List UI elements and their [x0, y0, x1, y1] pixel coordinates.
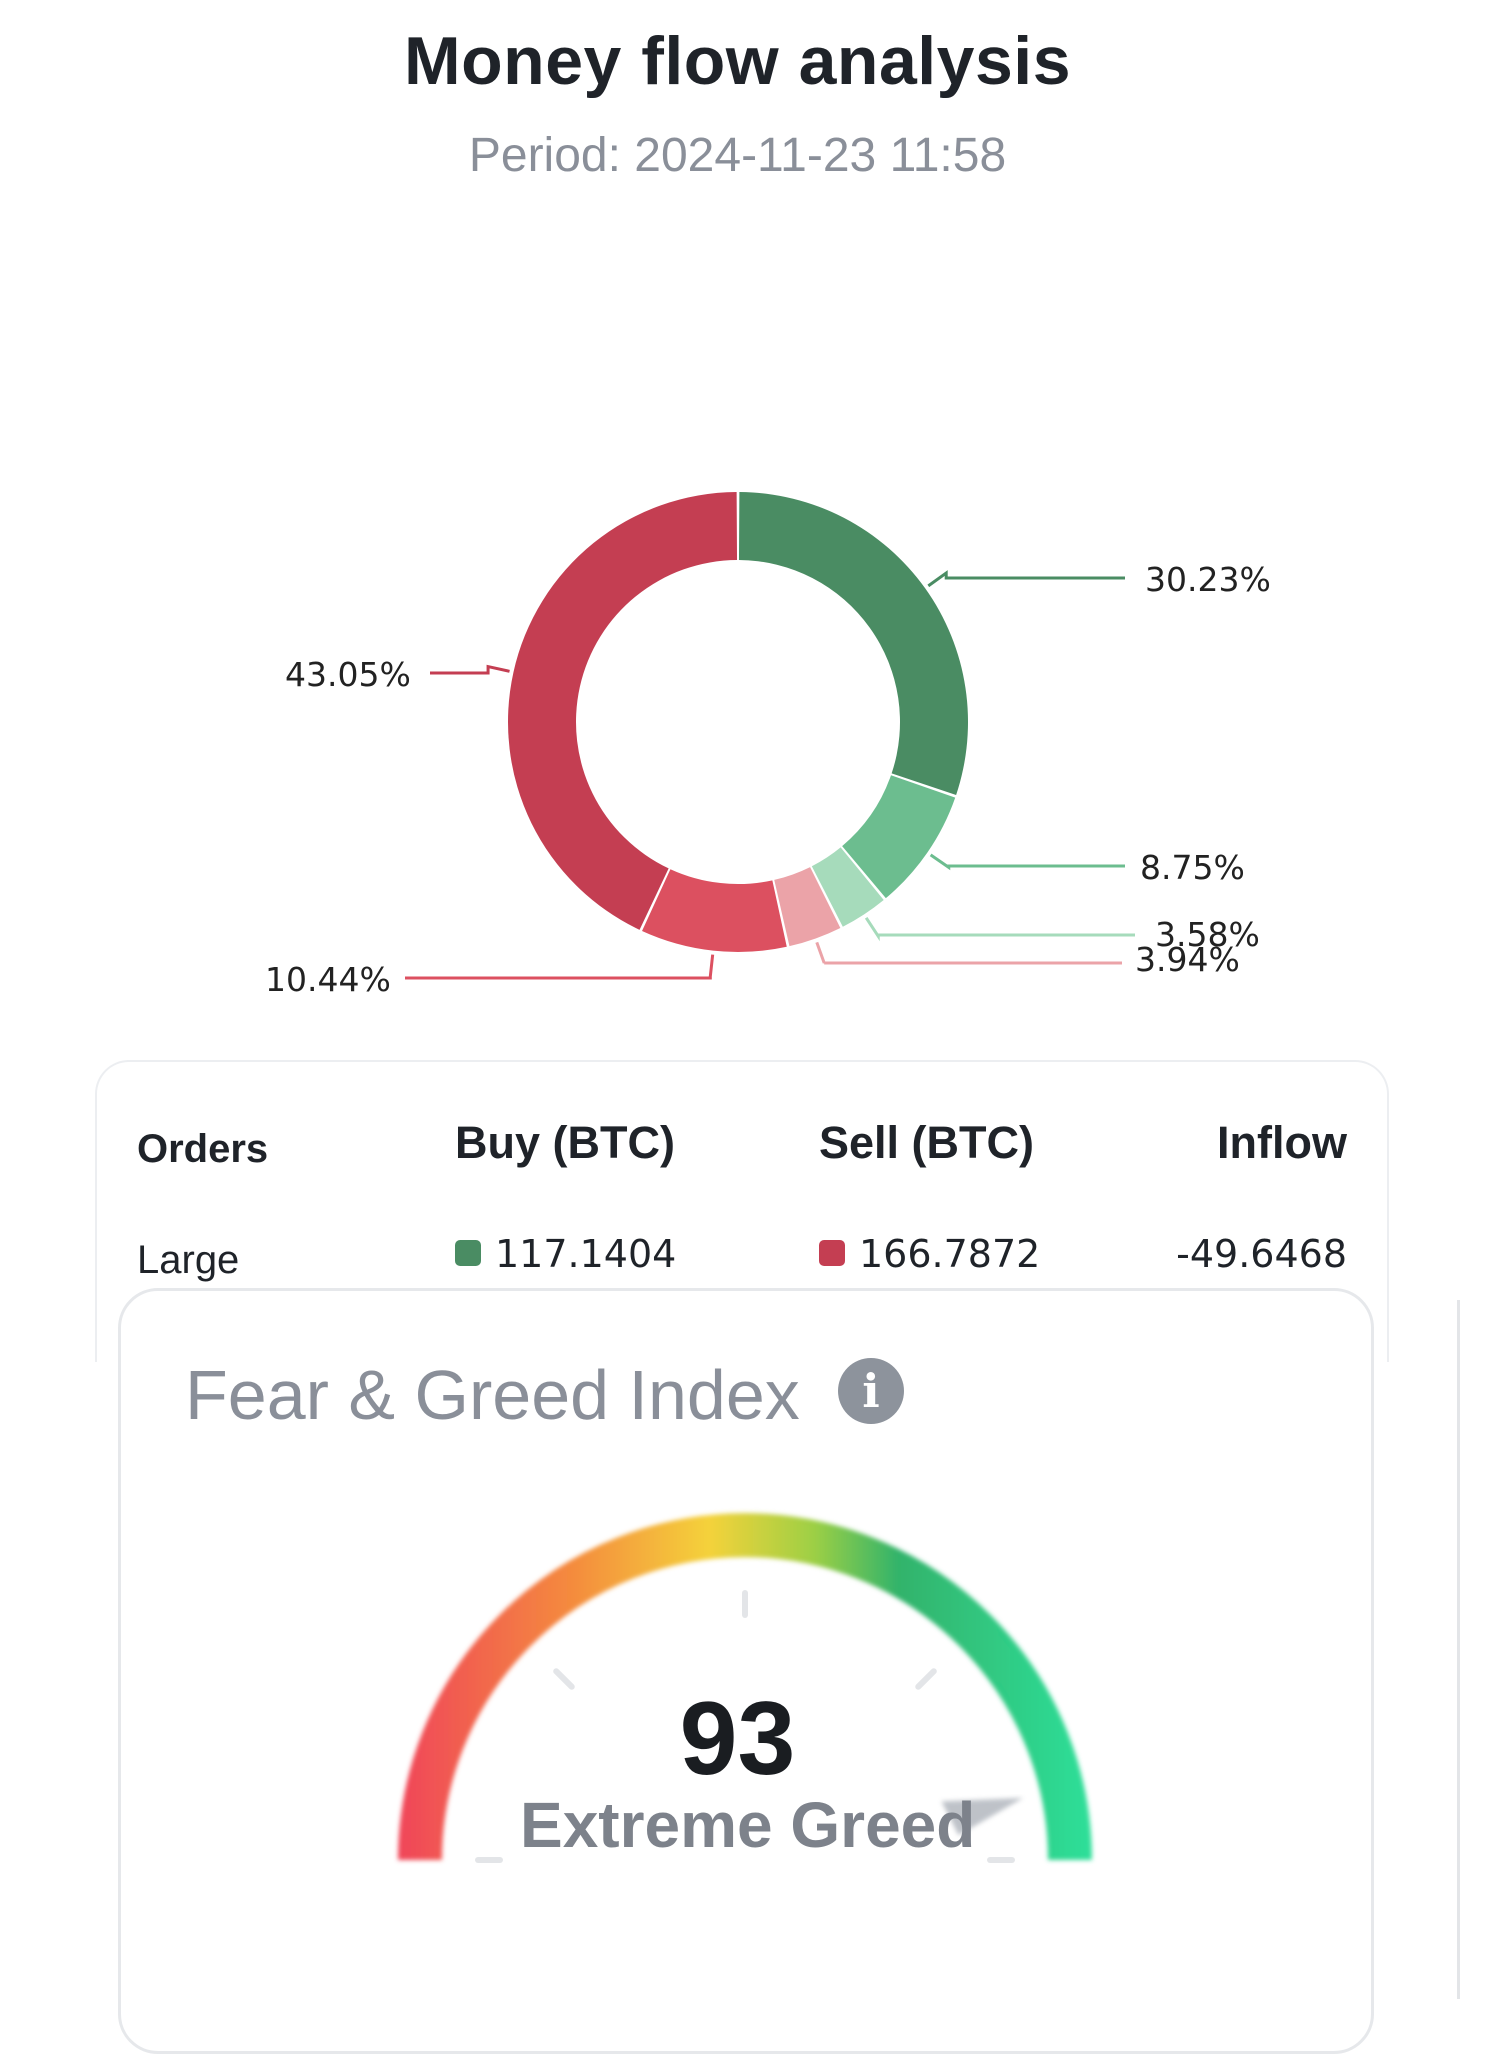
leader-line	[430, 664, 510, 675]
gauge-tick	[553, 1668, 575, 1690]
gauge-status: Extreme Greed	[520, 1789, 976, 1861]
slice-label: 3.58%	[1155, 915, 1260, 954]
info-icon[interactable]: i	[838, 1358, 904, 1424]
fear-greed-card	[118, 1288, 1374, 2054]
leader-line	[864, 916, 1135, 942]
gauge-tick	[915, 1668, 937, 1690]
leader-line	[927, 570, 1125, 588]
buy-legend-swatch	[455, 1240, 481, 1266]
inflow-column-header: Inflow	[1217, 1117, 1347, 1168]
slice-label: 3.94%	[1135, 940, 1240, 979]
leader-line	[815, 941, 1122, 965]
buy-column-header: Buy (BTC)	[455, 1117, 675, 1168]
orders-column-header: Orders	[137, 1127, 269, 1171]
donut-slice[interactable]	[508, 492, 738, 930]
gauge-arc	[398, 1513, 1092, 1861]
gauge-value: 93	[679, 1681, 796, 1797]
period-label: Period: 2024-11-23 11:58	[468, 129, 1007, 182]
sell-column-header: Sell (BTC)	[819, 1117, 1035, 1168]
money-flow-donut-chart	[405, 492, 1135, 980]
donut-slice[interactable]	[642, 869, 787, 952]
slice-label: 30.23%	[1145, 560, 1271, 599]
fear-greed-title: Fear & Greed Index	[185, 1356, 800, 1434]
donut-slice[interactable]	[811, 847, 884, 927]
donut-slice[interactable]	[738, 492, 968, 795]
slice-label: 8.75%	[1140, 848, 1245, 887]
sell-amount: 166.7872	[859, 1232, 1041, 1276]
buy-amount: 117.1404	[495, 1232, 677, 1276]
buy-value: 117.1404	[455, 1232, 676, 1276]
next-card-edge	[1457, 1300, 1460, 1999]
donut-slice[interactable]	[842, 775, 956, 899]
order-type: Large	[137, 1238, 240, 1282]
fear-greed-gauge	[398, 1513, 1092, 1863]
leader-line	[929, 853, 1125, 871]
slice-label: 10.44%	[265, 960, 391, 999]
donut-slice[interactable]	[774, 867, 841, 947]
slice-label: 43.05%	[285, 655, 411, 694]
sell-legend-swatch	[819, 1240, 845, 1266]
page-title: Money flow analysis	[403, 23, 1072, 99]
sell-value: 166.7872	[819, 1232, 1040, 1276]
inflow-value: -49.6468	[1176, 1232, 1347, 1276]
gauge-pointer	[941, 1797, 1024, 1836]
leader-line	[405, 954, 715, 980]
